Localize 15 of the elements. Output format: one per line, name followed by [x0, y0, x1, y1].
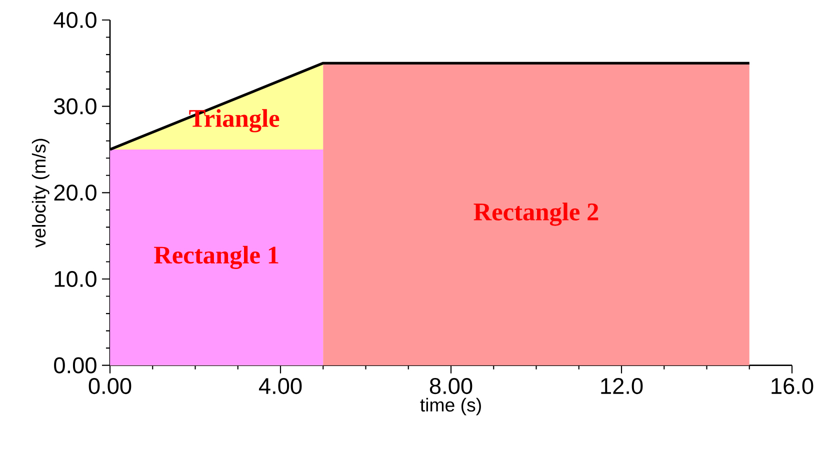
x-axis-title: time (s) — [420, 398, 481, 416]
series-label: Rectangle 2 — [474, 202, 598, 226]
x-tick-label: 8.00 — [430, 378, 472, 394]
x-tick-label: 0.00 — [88, 378, 132, 394]
y-tick-label: 0.00 — [54, 357, 96, 374]
x-tick-label: 16.0 — [772, 378, 814, 394]
x-tick-label: 12.0 — [601, 378, 643, 394]
y-tick-label: 10.0 — [54, 270, 96, 287]
series-label: Triangle — [189, 108, 280, 132]
x-tick-label: 4.00 — [258, 378, 302, 394]
series-label: Rectangle 1 — [154, 246, 278, 269]
y-tick-label: 20.0 — [54, 184, 96, 201]
y-tick-label: 30.0 — [54, 98, 96, 114]
y-tick-label: 40.0 — [54, 12, 96, 28]
y-axis-title: velocity (m/s) — [32, 138, 50, 248]
